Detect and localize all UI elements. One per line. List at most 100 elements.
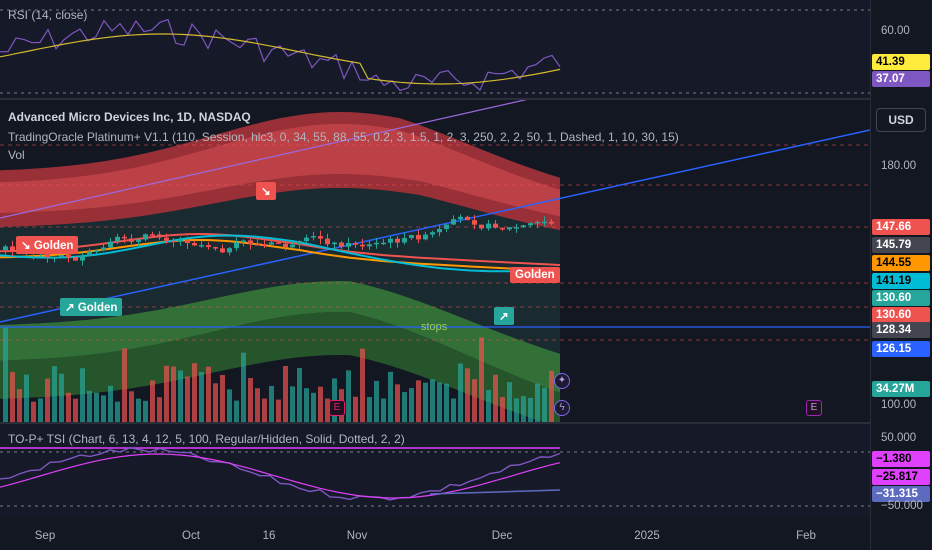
volume-bar	[437, 382, 442, 422]
volume-bar	[451, 398, 456, 422]
volume-bar	[367, 397, 372, 422]
rsi-pane[interactable]: RSI (14, close)	[0, 0, 870, 98]
volume-bar	[353, 396, 358, 422]
candle	[276, 242, 281, 244]
currency-button[interactable]: USD	[876, 108, 926, 132]
volume-bar	[360, 348, 365, 422]
candle	[290, 244, 295, 248]
candle	[248, 240, 253, 245]
price-axis[interactable]: 60.00 41.39 37.07 180.00 100.00 147.66 14…	[870, 0, 932, 550]
candle	[87, 251, 92, 256]
resistance-cloud-inner	[0, 124, 560, 217]
candle	[367, 244, 372, 247]
volume-bar	[94, 392, 99, 422]
tsi-divergence-line	[429, 489, 561, 495]
volume-bar	[248, 378, 253, 422]
signal-sell-golden-2[interactable]: Golden	[510, 267, 560, 283]
volume-bar	[122, 348, 127, 422]
volume-bar	[59, 373, 64, 422]
volume-bar	[395, 384, 400, 422]
candle	[381, 242, 386, 245]
support-cloud-lower	[0, 312, 560, 422]
candle	[171, 240, 176, 243]
volume-bar	[129, 391, 134, 422]
candle	[374, 242, 379, 245]
candle	[430, 232, 435, 235]
volume-bar	[535, 383, 540, 422]
volume-bar	[150, 380, 155, 422]
candle	[472, 220, 477, 225]
candle	[241, 240, 246, 243]
candle	[353, 242, 358, 245]
main-price-pane[interactable]: Advanced Micro Devices Inc, 1D, NASDAQ T…	[0, 100, 870, 422]
volume-bar	[500, 397, 505, 422]
volume-bar	[283, 365, 288, 422]
candle	[157, 234, 162, 238]
tsi-axis-label-minus50: −50.000	[881, 500, 923, 512]
volume-legend[interactable]: Vol	[8, 148, 25, 162]
candle	[255, 244, 260, 246]
candle	[423, 234, 428, 240]
trend-line	[0, 129, 870, 323]
price-tag: 130.60	[872, 307, 930, 323]
candle	[458, 216, 463, 220]
tsi-axis-label-50: 50.000	[881, 432, 917, 444]
candle	[164, 237, 169, 241]
signal-buy-arrow[interactable]: ↗	[494, 307, 514, 325]
tsi-pane[interactable]: TO-P+ TSI (Chart, 6, 13, 4, 12, 5, 100, …	[0, 424, 870, 516]
candle	[73, 257, 78, 261]
volume-bar	[486, 390, 491, 422]
split-icon[interactable]: ϟ	[554, 400, 570, 416]
candle	[304, 237, 309, 242]
price-tag: 126.15	[872, 341, 930, 357]
rsi-axis-label: 60.00	[881, 25, 910, 37]
candle	[535, 221, 540, 224]
volume-bar	[276, 399, 281, 422]
volume-bar	[262, 398, 267, 422]
volume-bar	[108, 385, 113, 422]
time-axis-label: Dec	[491, 530, 513, 542]
earnings-badge[interactable]: E	[329, 400, 345, 416]
candle	[66, 255, 71, 258]
volume-bar	[220, 374, 225, 422]
volume-bar	[199, 371, 204, 422]
candle	[360, 244, 365, 247]
volume-bar	[423, 382, 428, 422]
volume-bar	[24, 374, 29, 422]
volume-bar	[479, 337, 484, 422]
price-tag: 34.27M	[872, 381, 930, 397]
pane-separator[interactable]	[0, 422, 932, 424]
symbol-title[interactable]: Advanced Micro Devices Inc, 1D, NASDAQ	[8, 110, 251, 124]
candle	[45, 252, 50, 258]
volume-bar	[255, 388, 260, 422]
volume-bar	[52, 366, 57, 422]
volume-bar	[241, 352, 246, 422]
dividend-icon[interactable]: ✦	[554, 373, 570, 389]
signal-buy-golden[interactable]: ↗ Golden	[60, 298, 123, 316]
volume-bar	[206, 366, 211, 422]
candle	[94, 250, 99, 252]
volume-bar	[374, 380, 379, 422]
signal-sell-arrow[interactable]: ↘	[256, 182, 276, 200]
tsi-tag-1: −1.380	[872, 451, 930, 467]
rsi-legend[interactable]: RSI (14, close)	[8, 8, 88, 22]
candle	[416, 235, 421, 240]
tsi-line	[0, 446, 561, 501]
candle	[220, 248, 225, 253]
volume-bar	[87, 390, 92, 422]
pane-separator[interactable]	[0, 98, 932, 100]
candle	[192, 243, 197, 246]
indicator-legend[interactable]: TradingOracle Platinum+ V1.1 (110, Sessi…	[8, 130, 679, 144]
price-tag: 147.66	[872, 219, 930, 235]
price-tag: 141.19	[872, 273, 930, 289]
signal-sell-golden[interactable]: ↘ Golden	[16, 236, 79, 254]
volume-bar	[290, 386, 295, 422]
volume-bar	[17, 389, 22, 422]
candle	[521, 225, 526, 228]
upper-trend-line	[0, 100, 528, 219]
candle	[80, 255, 85, 261]
tsi-legend[interactable]: TO-P+ TSI (Chart, 6, 13, 4, 12, 5, 100, …	[8, 432, 405, 446]
volume-bar	[493, 374, 498, 422]
volume-bar	[157, 397, 162, 422]
earnings-badge-upcoming[interactable]: E	[806, 400, 822, 416]
